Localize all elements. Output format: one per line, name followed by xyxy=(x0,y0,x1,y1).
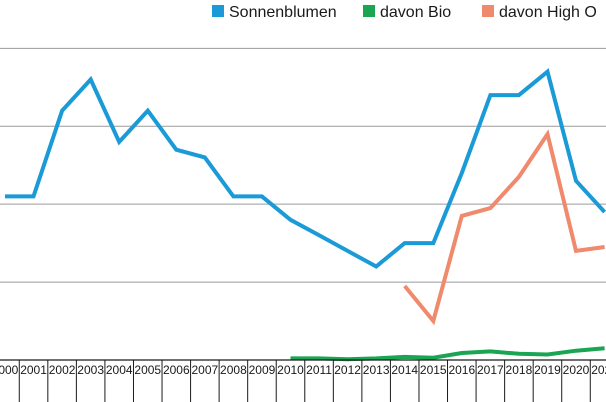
x-tick-label: 2013 xyxy=(363,363,390,377)
x-tick-label: 2001 xyxy=(20,363,47,377)
x-tick-label: 2010 xyxy=(277,363,304,377)
series-line-davon-bio xyxy=(290,346,605,362)
x-tick-label: 2015 xyxy=(420,363,447,377)
x-tick-label: 2019 xyxy=(534,363,561,377)
legend-label-high-oleic: davon High O xyxy=(499,4,597,21)
legend-swatch-high-oleic xyxy=(482,5,494,17)
legend-swatch-bio xyxy=(363,5,375,17)
legend-label-bio: davon Bio xyxy=(380,4,451,21)
x-tick-label: 2007 xyxy=(191,363,218,377)
x-tick-label: 2005 xyxy=(134,363,161,377)
legend-label-sonnenblumen: Sonnenblumen xyxy=(229,4,337,21)
x-tick-label: 2004 xyxy=(106,363,133,377)
x-axis: 2000200120022003200420052006200720082009… xyxy=(0,359,606,402)
x-tick-label: 2003 xyxy=(77,363,104,377)
x-tick-label: 2006 xyxy=(163,363,190,377)
x-tick-label: 2009 xyxy=(249,363,276,377)
series-lines xyxy=(5,68,606,362)
x-tick-label: 2000 xyxy=(0,363,19,377)
x-tick-label: 2021 xyxy=(591,363,606,377)
x-tick-label: 2011 xyxy=(306,363,332,377)
x-tick-label: 2017 xyxy=(477,363,504,377)
x-tick-label: 2014 xyxy=(391,363,418,377)
legend: Sonnenblumen davon Bio davon High O xyxy=(212,4,597,21)
x-tick-label: 2012 xyxy=(334,363,361,377)
gridlines xyxy=(0,47,606,283)
x-tick-label: 2016 xyxy=(448,363,475,377)
x-tick-label: 2002 xyxy=(49,363,76,377)
x-tick-label: 2020 xyxy=(563,363,590,377)
x-tick-label: 2018 xyxy=(506,363,533,377)
x-tick-label: 2008 xyxy=(220,363,247,377)
legend-swatch-sonnenblumen xyxy=(212,5,224,17)
series-line-sonnenblumen xyxy=(5,68,606,269)
series-line-davon-high-o xyxy=(403,129,605,326)
